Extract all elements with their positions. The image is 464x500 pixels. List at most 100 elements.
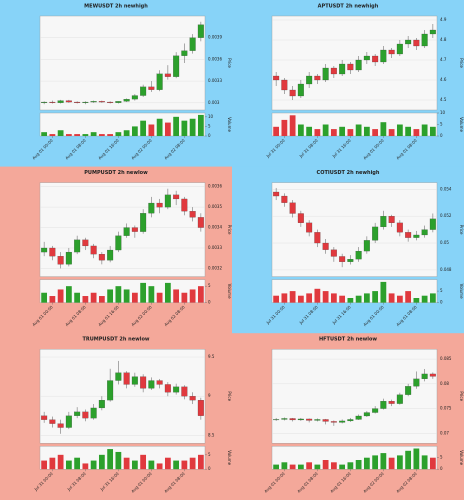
candle-body xyxy=(140,213,147,232)
y-axis-label: Price xyxy=(459,391,464,401)
candle-body xyxy=(189,37,196,51)
candle-body xyxy=(396,222,403,233)
candle-body xyxy=(380,216,387,228)
candle-body xyxy=(156,202,163,208)
volume-bar xyxy=(82,296,89,303)
candle-body xyxy=(49,101,56,103)
candle-body xyxy=(314,232,321,244)
candle-body xyxy=(107,380,114,401)
y-tick-label: 0.0033 xyxy=(208,78,222,83)
volume-bar xyxy=(421,295,428,303)
volume-bar xyxy=(74,134,81,136)
volume-area xyxy=(39,112,206,137)
volume-bar xyxy=(281,462,288,470)
volume-bar xyxy=(405,450,412,470)
y-tick-label: 0.075 xyxy=(440,406,452,411)
volume-tick-label: 5 xyxy=(208,283,211,288)
volume-bar xyxy=(82,134,89,136)
candle-body xyxy=(115,235,122,251)
candle-body xyxy=(429,373,436,377)
volume-axis-label: Volume xyxy=(227,284,232,299)
candle-body xyxy=(148,86,155,90)
volume-bar xyxy=(297,124,304,136)
volume-tick-label: 0 xyxy=(440,466,443,471)
volume-axis-label: Volume xyxy=(227,117,232,132)
candle-body xyxy=(164,194,171,208)
volume-bar xyxy=(140,120,147,136)
candle-body xyxy=(41,247,48,253)
volume-bar xyxy=(388,457,395,470)
volume-bar xyxy=(421,455,428,470)
candle-body xyxy=(140,376,147,389)
volume-bar xyxy=(98,454,105,470)
candle-body xyxy=(123,372,130,385)
volume-bar xyxy=(314,129,321,136)
candle-body xyxy=(156,380,163,385)
candle-body xyxy=(41,415,48,420)
volume-bar xyxy=(273,295,280,303)
volume-bar xyxy=(380,281,387,303)
volume-bar xyxy=(289,464,296,470)
candle-body xyxy=(314,419,321,421)
candle-body xyxy=(197,400,204,416)
volume-bar xyxy=(347,462,354,470)
candle-body xyxy=(107,249,114,261)
chart-title: MEWUSDT 2h newhigh xyxy=(84,4,148,10)
candle-body xyxy=(339,63,346,75)
y-tick-label: 0.0032 xyxy=(208,265,222,270)
candle-body xyxy=(74,101,81,103)
candle-body xyxy=(330,249,337,257)
y-tick-label: 0.003 xyxy=(208,100,220,105)
volume-bar xyxy=(65,134,72,136)
chart-title: COTIUSDT 2h newhigh xyxy=(317,170,380,176)
volume-bar xyxy=(123,289,130,303)
candle-body xyxy=(173,55,180,77)
y-tick-label: 0.08 xyxy=(440,381,449,386)
candle-body xyxy=(306,75,313,85)
volume-bar xyxy=(197,454,204,470)
candle-body xyxy=(355,59,362,71)
y-tick-label: 9.5 xyxy=(208,354,215,359)
volume-bar xyxy=(413,448,420,470)
y-tick-label: 4.9 xyxy=(440,17,447,22)
volume-bar xyxy=(396,455,403,470)
volume-bar xyxy=(330,462,337,470)
candle-body xyxy=(297,418,304,421)
volume-bar xyxy=(49,296,56,303)
volume-bar xyxy=(355,295,362,303)
candle-body xyxy=(115,372,122,381)
candle-body xyxy=(306,222,313,233)
candle-body xyxy=(197,24,204,38)
y-tick-label: 0.0034 xyxy=(208,225,222,230)
volume-bar xyxy=(322,460,329,470)
volume-tick-label: 5 xyxy=(440,455,443,460)
volume-bar xyxy=(107,289,114,303)
volume-tick-label: 0 xyxy=(440,300,443,305)
volume-tick-label: 5 xyxy=(440,288,443,293)
volume-bar xyxy=(281,293,288,303)
candle-body xyxy=(281,418,288,420)
volume-bar xyxy=(339,126,346,136)
candle-body xyxy=(289,202,296,214)
volume-bar xyxy=(164,457,171,470)
candle-body xyxy=(347,419,354,422)
volume-bar xyxy=(57,130,64,136)
volume-bar xyxy=(140,282,147,303)
y-axis-label: Price xyxy=(227,58,232,68)
volume-bar xyxy=(289,291,296,303)
volume-bar xyxy=(156,463,163,470)
volume-bar xyxy=(98,296,105,303)
candle-body xyxy=(164,384,171,393)
candle-body xyxy=(57,423,64,428)
volume-axis-label: Volume xyxy=(459,117,464,132)
volume-bar xyxy=(363,293,370,303)
candle-body xyxy=(131,376,138,385)
volume-bar xyxy=(181,460,188,470)
candle-body xyxy=(140,86,147,96)
volume-bar xyxy=(306,293,313,303)
volume-bar xyxy=(372,129,379,136)
candle-body xyxy=(289,418,296,421)
candle-body xyxy=(347,259,354,262)
candle-body xyxy=(355,415,362,420)
